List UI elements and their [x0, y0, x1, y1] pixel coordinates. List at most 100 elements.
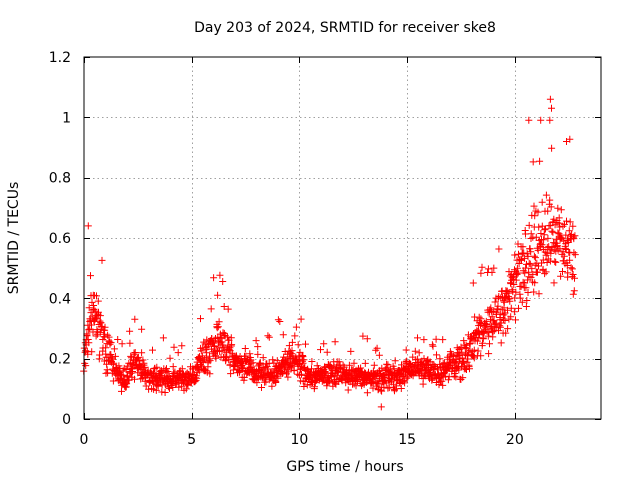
data-point: [126, 327, 134, 335]
data-point: [516, 294, 524, 302]
data-point: [268, 382, 276, 390]
data-point: [532, 233, 540, 241]
data-point: [489, 328, 497, 336]
data-point: [299, 353, 307, 361]
data-point: [127, 352, 135, 360]
data-point: [299, 359, 307, 367]
data-point: [375, 380, 383, 388]
data-points: [80, 95, 579, 411]
data-point: [139, 356, 147, 364]
data-point: [84, 222, 92, 230]
data-point: [216, 271, 224, 279]
data-point: [486, 340, 493, 348]
data-point: [136, 362, 144, 370]
data-point: [202, 367, 210, 375]
data-point: [550, 215, 558, 223]
data-point: [320, 340, 328, 348]
data-point: [104, 331, 112, 339]
data-point: [98, 256, 106, 264]
data-point: [546, 196, 554, 204]
data-point: [297, 315, 305, 323]
data-point: [525, 259, 533, 267]
data-point: [548, 104, 555, 112]
data-point: [510, 281, 518, 288]
data-point: [402, 346, 410, 354]
data-point: [569, 222, 577, 230]
data-point: [208, 338, 216, 346]
data-point: [84, 336, 92, 343]
data-point: [515, 304, 522, 312]
data-point: [563, 262, 571, 269]
data-point: [118, 387, 125, 395]
x-tick-label: 5: [187, 432, 196, 448]
data-point: [428, 376, 436, 384]
data-point: [571, 274, 578, 282]
data-point: [151, 364, 159, 372]
data-point: [548, 227, 556, 235]
data-point: [85, 339, 93, 347]
data-point: [555, 230, 563, 238]
y-tick-label: 1: [62, 110, 71, 126]
data-point: [502, 329, 510, 337]
data-point: [523, 297, 531, 304]
data-point: [138, 349, 146, 357]
data-point: [105, 333, 113, 341]
data-point: [88, 348, 96, 356]
data-point: [550, 279, 558, 287]
data-point: [202, 354, 210, 362]
data-point: [207, 305, 215, 313]
data-point: [311, 383, 318, 391]
data-point: [109, 377, 117, 385]
data-point: [445, 373, 453, 381]
data-point: [504, 325, 512, 333]
data-point: [86, 325, 94, 333]
data-point: [460, 357, 468, 365]
data-point: [119, 371, 127, 379]
data-point: [308, 365, 315, 373]
data-point: [441, 372, 449, 380]
data-point: [338, 377, 346, 385]
data-point: [429, 342, 437, 350]
data-point: [111, 352, 119, 360]
data-point: [292, 323, 300, 331]
data-point: [88, 298, 96, 306]
data-point: [264, 332, 272, 340]
data-point: [252, 337, 260, 345]
data-point: [497, 319, 505, 327]
data-point: [258, 384, 265, 391]
data-point: [531, 279, 539, 287]
data-point: [484, 332, 492, 340]
data-point: [205, 355, 213, 363]
data-point: [559, 222, 567, 230]
data-point: [520, 249, 528, 257]
data-point: [254, 350, 262, 358]
data-point: [439, 336, 447, 344]
data-point: [530, 202, 538, 210]
data-point: [496, 323, 504, 331]
data-point: [363, 389, 371, 397]
data-point: [286, 348, 294, 356]
data-point: [254, 343, 262, 351]
data-point: [392, 382, 400, 390]
data-point: [246, 350, 254, 358]
data-point: [403, 374, 411, 382]
data-point: [225, 356, 233, 364]
data-point: [215, 318, 223, 326]
data-point: [518, 298, 526, 306]
data-point: [219, 278, 227, 285]
data-point: [166, 384, 173, 392]
data-point: [570, 249, 578, 257]
data-point: [131, 349, 139, 356]
data-point: [241, 345, 249, 352]
data-point: [84, 350, 92, 358]
data-point: [556, 235, 564, 243]
data-point: [300, 383, 308, 390]
data-point: [477, 321, 484, 329]
data-point: [470, 346, 478, 354]
y-tick-label: 0: [62, 412, 71, 428]
data-point: [290, 367, 298, 375]
y-tick-label: 0.2: [49, 352, 71, 368]
data-point: [256, 359, 264, 367]
data-point: [568, 265, 576, 273]
data-point: [479, 335, 487, 343]
